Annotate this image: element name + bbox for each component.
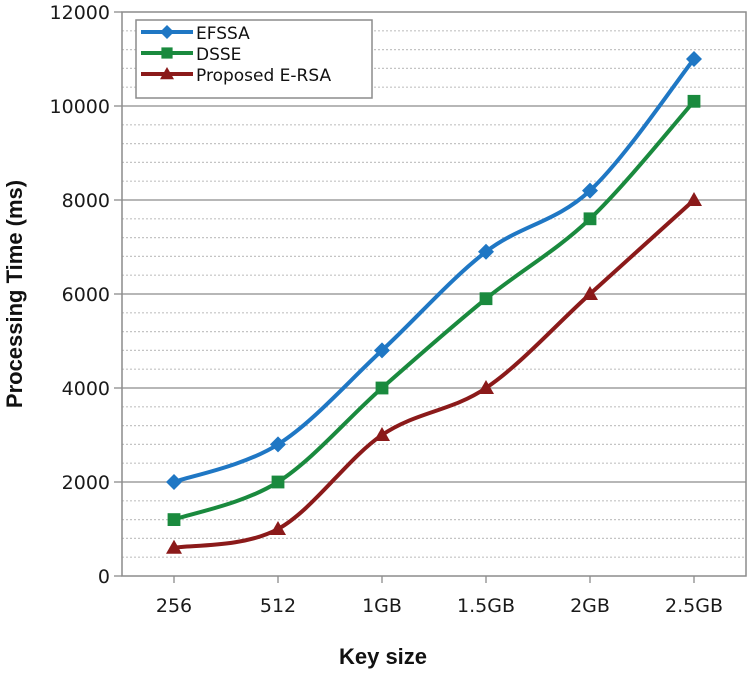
legend-label: Proposed E-RSA — [196, 66, 331, 86]
y-tick-label: 6000 — [62, 284, 110, 306]
square-marker-icon — [375, 381, 389, 395]
x-tick-label: 512 — [260, 595, 296, 617]
triangle-marker-icon — [270, 521, 286, 535]
triangle-marker-icon — [160, 67, 174, 80]
diamond-marker-icon — [270, 436, 286, 453]
x-axis-title: Key size — [339, 644, 427, 669]
x-tick-label: 2.5GB — [665, 595, 723, 617]
triangle-marker-icon — [166, 539, 182, 554]
triangle-marker-icon — [686, 192, 702, 206]
y-tick-label: 2000 — [62, 472, 110, 494]
y-tick-label: 8000 — [62, 190, 110, 212]
x-tick-label: 1GB — [362, 595, 402, 617]
y-axis-title: Processing Time (ms) — [2, 180, 27, 408]
square-marker-icon — [167, 513, 181, 526]
square-marker-icon — [271, 475, 285, 489]
square-marker-icon — [479, 292, 493, 306]
triangle-marker-icon — [478, 380, 494, 394]
legend-label: DSSE — [196, 45, 241, 65]
y-tick-label: 12000 — [50, 2, 110, 24]
legend-label: EFSSA — [196, 24, 250, 44]
square-marker-icon — [161, 47, 173, 59]
minor-gridlines — [122, 30, 746, 558]
square-marker-icon — [583, 212, 597, 226]
diamond-marker-icon — [582, 182, 598, 199]
major-gridlines — [122, 105, 746, 483]
x-tick-label: 256 — [156, 595, 192, 617]
diamond-marker-icon — [686, 51, 702, 67]
diamond-marker-icon — [478, 243, 494, 260]
triangle-marker-icon — [582, 286, 598, 300]
x-axis: 256 512 1GB 1.5GB 2GB 2.5GB — [156, 576, 723, 617]
diamond-marker-icon — [374, 342, 390, 359]
y-tick-label: 10000 — [50, 96, 110, 118]
x-tick-label: 2GB — [570, 595, 610, 617]
x-tick-label: 1.5GB — [457, 595, 515, 617]
diamond-marker-icon — [166, 474, 182, 490]
series-markers — [166, 51, 702, 554]
y-tick-label: 4000 — [62, 378, 110, 400]
y-tick-label: 0 — [98, 566, 110, 588]
diamond-marker-icon — [160, 25, 174, 39]
series-line-proposed-e-rsa — [172, 198, 696, 550]
square-marker-icon — [687, 94, 701, 108]
y-axis: 0 2000 4000 6000 8000 10000 12000 — [50, 2, 122, 588]
triangle-marker-icon — [374, 427, 390, 441]
series-lines — [172, 57, 696, 550]
